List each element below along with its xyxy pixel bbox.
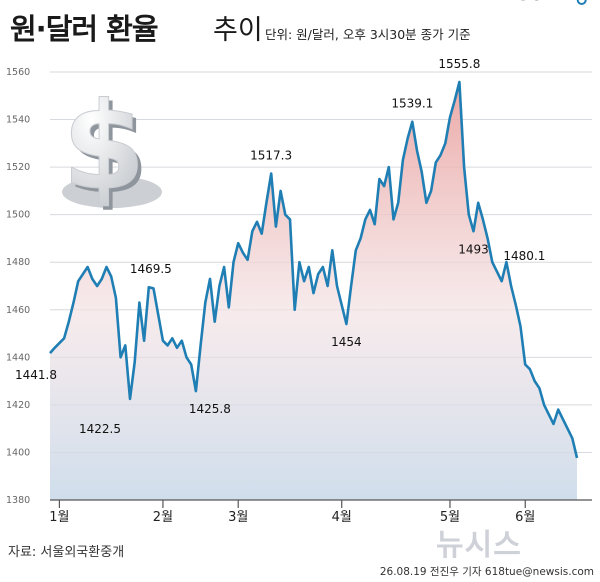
unit-label: 단위: 원/달러, 오후 3시30분 종가 기준	[265, 27, 471, 42]
y-tick-label: 1420	[6, 400, 30, 411]
y-tick-label: 1440	[6, 352, 30, 363]
series-line	[49, 80, 579, 459]
data-label: 1422.5	[79, 422, 121, 436]
data-label: 1469.5	[130, 262, 172, 276]
data-label: 1555.8	[438, 57, 480, 71]
credit-line: 26.08.19 전진우 기자 618tue@newsis.com	[379, 566, 594, 578]
svg-text:$: $	[66, 82, 150, 221]
y-tick-label: 1380	[6, 495, 30, 506]
data-label: 1397.7	[502, 0, 581, 6]
y-tick-label: 1460	[6, 305, 30, 316]
area-fill	[50, 82, 577, 500]
annotations: 1441.8 1422.5 1469.5 1425.8 1517.3 1454 1539.1…	[15, 0, 587, 436]
x-tick-label: 2월	[153, 510, 173, 525]
y-tick-label: 1560	[6, 67, 30, 78]
data-label: 1441.8	[15, 368, 57, 382]
y-tick-label: 1500	[6, 210, 30, 221]
svg-text:$: $	[62, 78, 146, 217]
x-tick-label: 1월	[49, 510, 69, 525]
data-label: 1480.1	[503, 249, 545, 263]
source-note: 자료: 서울외국환중개	[8, 545, 125, 560]
data-label: 1454	[331, 335, 362, 349]
chart-title: 원·달러 환율	[10, 12, 159, 46]
data-label: 1517.3	[250, 149, 292, 163]
y-tick-label: 1480	[6, 257, 30, 268]
x-axis: 1월2월3월4월5월6월7월8월19일	[49, 499, 592, 525]
data-label: 1425.8	[189, 402, 231, 416]
end-point-marker	[576, 0, 587, 5]
newsis-watermark: 뉴시스	[436, 528, 522, 563]
dollar-sign-icon: $ $	[62, 78, 162, 221]
y-tick-label: 1400	[6, 447, 30, 458]
data-label: 1539.1	[391, 97, 433, 111]
x-tick-label: 5월	[440, 510, 460, 525]
x-tick-label: 3월	[228, 510, 248, 525]
x-tick-label: 4월	[332, 510, 352, 525]
y-tick-label: 1520	[6, 162, 30, 173]
data-label: 1493	[458, 242, 489, 256]
y-tick-label: 1540	[6, 115, 30, 126]
chart-title-suffix: 추이	[213, 15, 263, 46]
x-tick-label: 6월	[515, 510, 535, 525]
y-axis: 1380 1400 1420 1440 1460 1480 1500 1520 1540 1560	[6, 67, 30, 506]
